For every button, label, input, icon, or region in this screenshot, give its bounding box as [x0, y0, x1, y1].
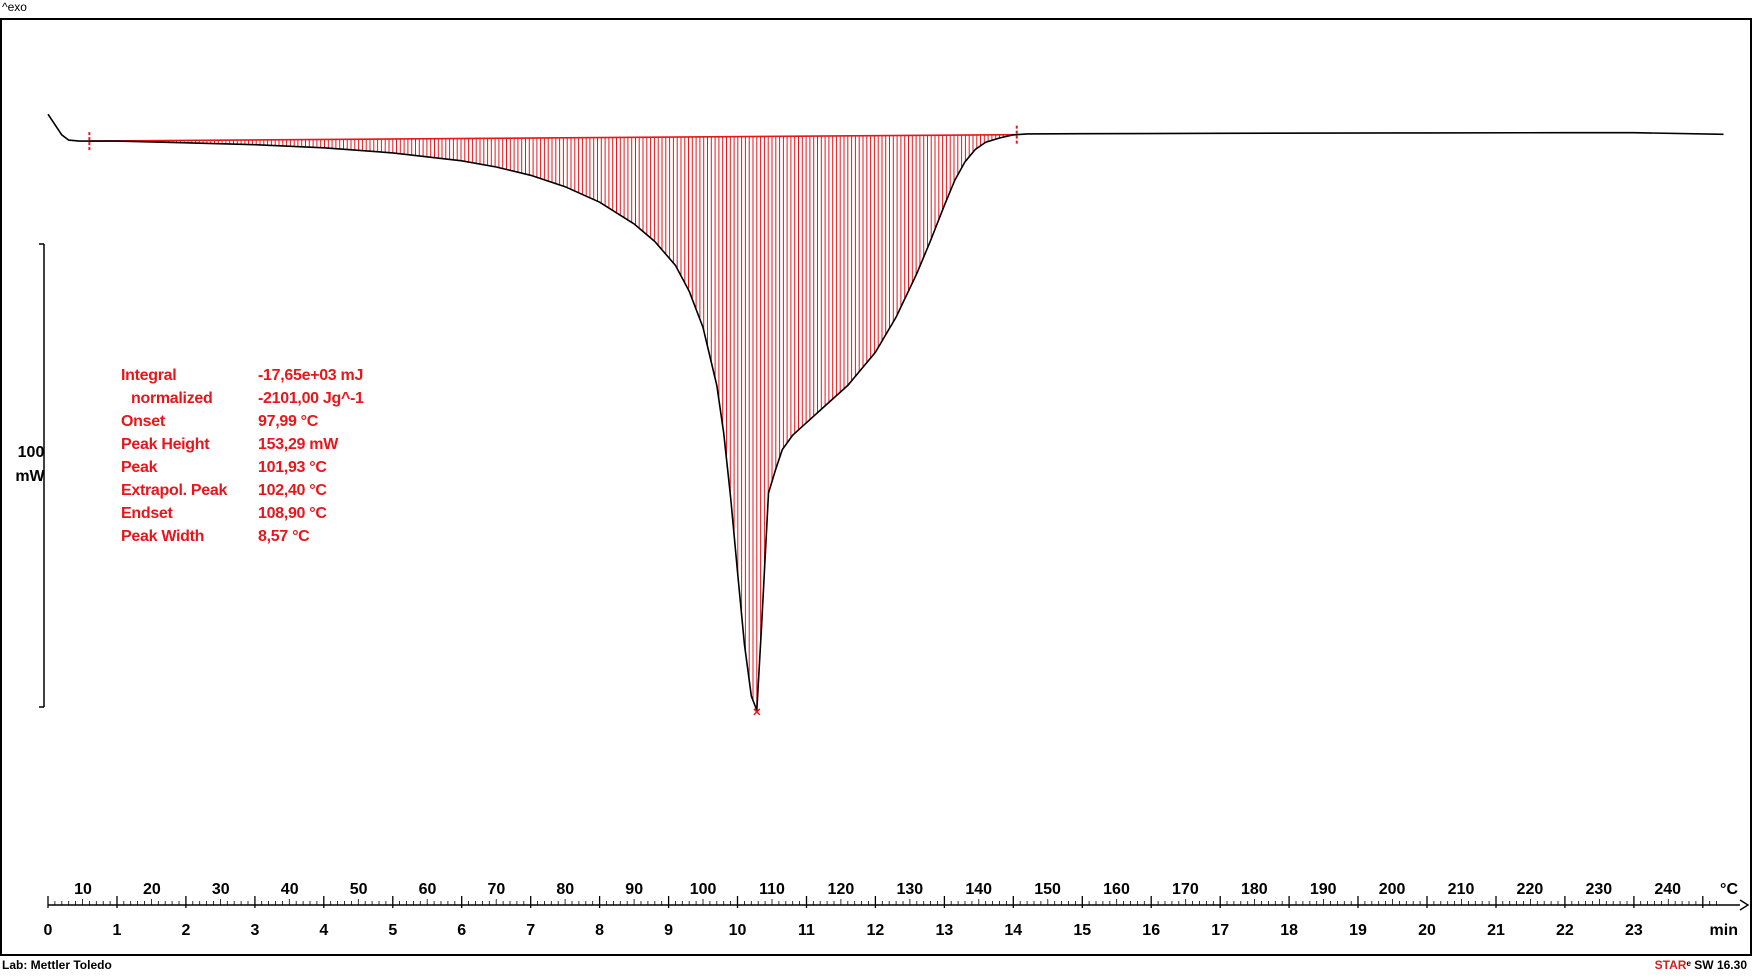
temperature-tick-label: 190 [1310, 881, 1337, 898]
temperature-unit-label: °C [1720, 881, 1738, 898]
temperature-tick-label: 150 [1034, 881, 1061, 898]
temperature-tick-label: 100 [690, 881, 717, 898]
software-label: STARᵉ SW 16.30 [1654, 958, 1747, 972]
temperature-tick-label: 10 [74, 881, 92, 898]
temperature-tick-label: 50 [350, 881, 368, 898]
temperature-tick-label: 120 [828, 881, 855, 898]
scale-bar-value: 100 [17, 444, 45, 461]
peak-marker: × [753, 703, 761, 719]
time-tick-label: 11 [798, 922, 815, 939]
result-value: -17,65e+03 mJ [258, 367, 364, 384]
time-unit-label: min [1710, 922, 1738, 939]
result-value: 101,93 °C [258, 459, 327, 476]
software-brand: STAR [1654, 958, 1687, 972]
temperature-tick-label: 30 [212, 881, 230, 898]
time-tick-label: 8 [595, 922, 604, 939]
temperature-tick-label: 200 [1379, 881, 1406, 898]
time-tick-label: 3 [250, 922, 259, 939]
result-label: Integral [121, 367, 177, 384]
temperature-tick-label: 40 [281, 881, 299, 898]
software-version: SW 16.30 [1694, 958, 1747, 972]
result-label: Peak Width [121, 528, 205, 545]
time-tick-label: 6 [457, 922, 466, 939]
result-label: Extrapol. Peak [121, 482, 228, 499]
time-tick-label: 18 [1280, 922, 1298, 939]
dsc-curve [47, 113, 1724, 711]
temperature-tick-label: 110 [759, 881, 785, 898]
time-tick-label: 20 [1418, 922, 1436, 939]
time-tick-label: 17 [1211, 922, 1229, 939]
lab-label: Lab: Mettler Toledo [2, 958, 112, 972]
result-label: Endset [121, 505, 173, 522]
time-tick-label: 2 [181, 922, 190, 939]
temperature-tick-label: 160 [1103, 881, 1130, 898]
integration-baseline [89, 133, 1017, 142]
time-tick-label: 13 [936, 922, 954, 939]
time-tick-label: 23 [1625, 922, 1643, 939]
time-tick-label: 0 [44, 922, 53, 939]
temperature-tick-label: 130 [896, 881, 923, 898]
time-tick-label: 4 [319, 922, 328, 939]
result-label: normalized [131, 390, 213, 407]
result-value: -2101,00 Jg^-1 [258, 390, 364, 407]
result-value: 97,99 °C [258, 413, 319, 430]
temperature-tick-label: 220 [1517, 881, 1544, 898]
result-label: Peak Height [121, 436, 210, 453]
temperature-tick-label: 180 [1241, 881, 1268, 898]
time-tick-label: 14 [1004, 922, 1022, 939]
time-tick-label: 12 [867, 922, 885, 939]
integration-area [130, 134, 1012, 711]
time-tick-label: 16 [1142, 922, 1160, 939]
time-tick-label: 7 [526, 922, 535, 939]
temperature-tick-label: 140 [965, 881, 992, 898]
result-value: 108,90 °C [258, 505, 327, 522]
temperature-tick-label: 230 [1585, 881, 1612, 898]
temperature-tick-label: 90 [625, 881, 643, 898]
result-value: 102,40 °C [258, 482, 327, 499]
temperature-tick-label: 170 [1172, 881, 1199, 898]
temperature-tick-label: 70 [488, 881, 506, 898]
x-axis: 0 1 2 3 4 5 6 7 8 9 10 11 12 13 14 15 16 17 18 19 20 21 22 23 mi… [44, 881, 1750, 939]
time-tick-label: 5 [388, 922, 397, 939]
temperature-tick-label: 210 [1448, 881, 1475, 898]
temperature-tick-label: 240 [1654, 881, 1681, 898]
result-value: 8,57 °C [258, 528, 310, 545]
time-tick-label: 21 [1487, 922, 1505, 939]
x-axis-arrow [1739, 899, 1750, 911]
result-label: Peak [121, 459, 158, 476]
time-tick-label: 15 [1073, 922, 1091, 939]
result-value: 153,29 mW [258, 436, 339, 453]
integration-markers: × [88, 125, 1018, 719]
result-label: Onset [121, 413, 165, 430]
time-tick-label: 22 [1556, 922, 1574, 939]
plot-frame [0, 18, 1752, 956]
time-tick-label: 9 [664, 922, 673, 939]
time-tick-label: 1 [113, 922, 122, 939]
temperature-tick-label: 80 [556, 881, 574, 898]
exo-direction-label: ^exo [2, 0, 27, 14]
temperature-tick-label: 60 [419, 881, 437, 898]
time-tick-label: 10 [729, 922, 747, 939]
time-tick-label: 19 [1349, 922, 1367, 939]
temperature-tick-label: 20 [143, 881, 161, 898]
scale-bar-unit: mW [15, 468, 45, 485]
